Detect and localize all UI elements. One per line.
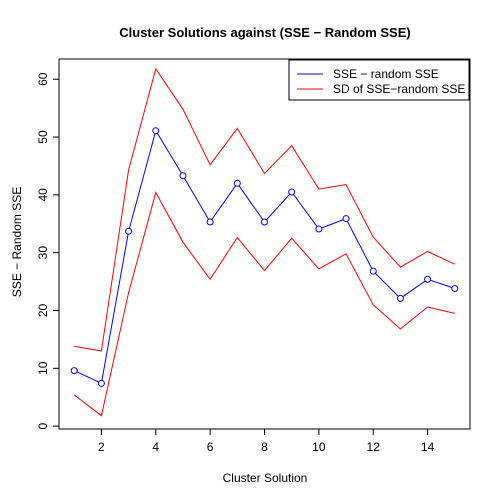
series-line-sd-lower xyxy=(73,191,455,417)
y-tick-label: 0 xyxy=(36,422,50,429)
x-tick-label: 14 xyxy=(421,440,435,454)
x-tick-label: 2 xyxy=(98,440,105,454)
x-tick-label: 6 xyxy=(207,440,214,454)
data-point-backdrop xyxy=(397,295,404,302)
data-point xyxy=(369,267,377,275)
data-point-backdrop xyxy=(343,215,350,222)
data-point xyxy=(70,367,78,375)
y-tick-label: 60 xyxy=(36,72,50,86)
y-tick-label: 50 xyxy=(36,130,50,144)
data-point-backdrop xyxy=(71,367,78,374)
data-point xyxy=(342,215,350,223)
data-point xyxy=(179,172,187,180)
y-tick-label: 20 xyxy=(36,303,50,317)
data-point xyxy=(288,188,296,196)
data-point-backdrop xyxy=(288,188,295,195)
x-axis-label: Cluster Solution xyxy=(223,471,308,485)
data-point xyxy=(451,285,459,293)
data-point-backdrop xyxy=(451,285,458,292)
data-point-backdrop xyxy=(370,268,377,275)
data-point-backdrop xyxy=(152,127,159,134)
legend-box xyxy=(288,59,470,101)
data-point xyxy=(206,218,214,226)
data-point-backdrop xyxy=(234,180,241,187)
chart-title: Cluster Solutions against (SSE − Random … xyxy=(119,25,410,40)
data-point xyxy=(125,227,133,235)
y-tick-label: 40 xyxy=(36,188,50,202)
data-point xyxy=(396,294,404,302)
legend: SSE − random SSE SD of SSE−random SSE xyxy=(288,59,470,101)
data-point-backdrop xyxy=(125,228,132,235)
x-tick-label: 12 xyxy=(367,440,381,454)
data-point xyxy=(233,179,241,187)
series-markers xyxy=(70,127,459,387)
y-axis: 0 10 20 30 40 50 60 xyxy=(36,72,59,429)
data-point xyxy=(261,218,268,226)
data-point xyxy=(152,127,160,135)
x-axis: 2 4 6 8 10 12 14 xyxy=(98,429,435,454)
legend-label-sse: SSE − random SSE xyxy=(333,67,439,81)
data-point xyxy=(315,225,323,233)
data-point-backdrop xyxy=(207,219,214,226)
data-point-backdrop xyxy=(424,276,431,283)
x-tick-label: 10 xyxy=(312,440,326,454)
data-point-backdrop xyxy=(315,225,322,232)
data-point-backdrop xyxy=(98,380,105,387)
x-tick-label: 8 xyxy=(261,440,268,454)
data-point xyxy=(97,379,105,387)
data-point-backdrop xyxy=(261,219,268,226)
series-line-sd-upper xyxy=(74,67,456,352)
y-tick-label: 30 xyxy=(36,246,50,260)
legend-label-sd: SD of SSE−random SSE xyxy=(333,82,465,96)
x-tick-label: 4 xyxy=(152,440,159,454)
data-point xyxy=(424,275,432,283)
y-tick-label: 10 xyxy=(36,361,50,375)
y-axis-label: SSE − Random SSE xyxy=(10,187,24,297)
data-point-backdrop xyxy=(179,172,186,179)
